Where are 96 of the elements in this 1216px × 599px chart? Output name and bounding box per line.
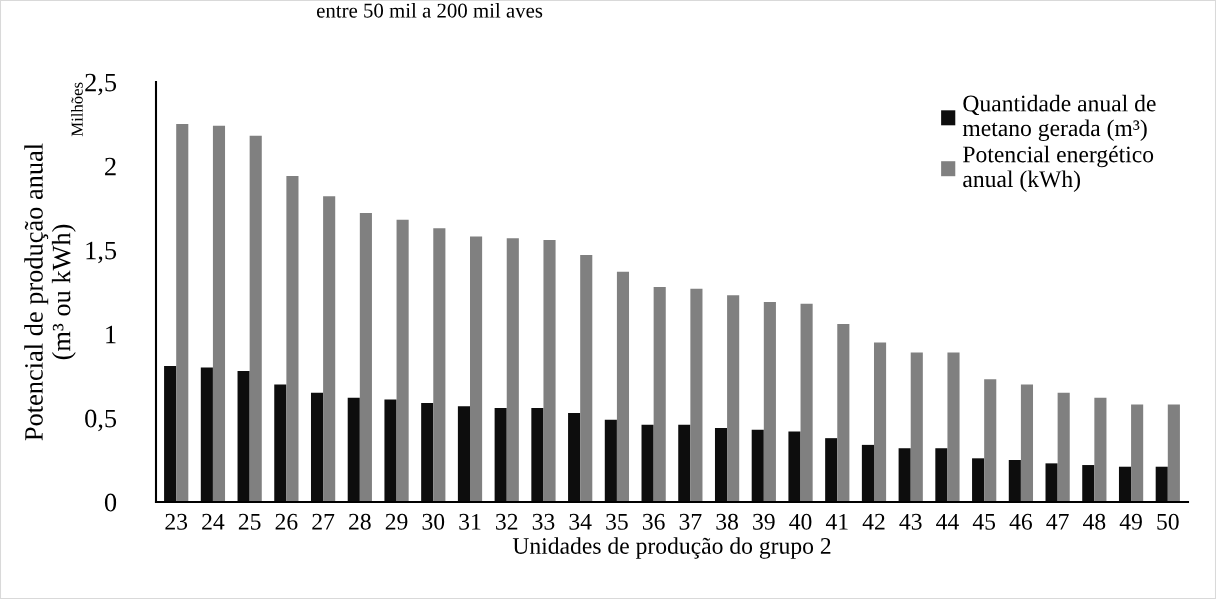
- y-tick-label: 2,5: [85, 73, 117, 96]
- y-tick-label: 2: [105, 157, 116, 176]
- bar: [323, 196, 336, 502]
- bar: [1045, 463, 1058, 502]
- bar: [678, 424, 691, 502]
- bar: [935, 448, 948, 502]
- bar: [396, 219, 409, 502]
- x-tick-label: 31: [459, 513, 481, 530]
- bar: [1020, 384, 1034, 502]
- bar: [237, 370, 250, 502]
- x-tick-label: 30: [422, 513, 445, 530]
- x-tick-label: 24: [202, 513, 225, 530]
- y-axis-title: Potencial de produção anual (m³ ou kWh): [24, 143, 76, 441]
- bar: [164, 365, 177, 502]
- x-tick-label: 35: [606, 513, 628, 530]
- bar: [176, 124, 189, 502]
- text: entre 50 mil a 200 mil aves: [316, 3, 543, 18]
- bar: [898, 448, 911, 502]
- x-tick-label: 49: [1119, 513, 1142, 530]
- x-tick-label: 40: [789, 513, 812, 530]
- bar: [212, 125, 226, 502]
- bar: [714, 428, 728, 502]
- x-tick-label: 42: [862, 513, 885, 530]
- bar: [506, 238, 519, 502]
- bar: [1094, 397, 1107, 502]
- bar: [531, 407, 544, 502]
- bar: [359, 213, 372, 502]
- bar: [457, 406, 471, 502]
- x-tick-label: 50: [1157, 513, 1179, 530]
- bar: [788, 431, 801, 502]
- bar: [580, 255, 593, 502]
- bar: [249, 135, 262, 502]
- bar: [604, 419, 617, 502]
- text: Milhões: [71, 82, 83, 137]
- legend-label: Quantidade anual de metano gerada (m³): [962, 94, 1156, 142]
- bar: [972, 458, 985, 502]
- bar: [1167, 404, 1180, 502]
- x-tick-label: 34: [569, 513, 592, 530]
- x-tick-label: 41: [825, 513, 848, 530]
- x-tick-label: 26: [275, 513, 298, 530]
- bar: [690, 288, 703, 502]
- x-tick-label: 47: [1046, 513, 1069, 530]
- y-tick-label: 0: [104, 493, 117, 512]
- x-tick-label: 37: [679, 513, 702, 530]
- x-tick-label: 44: [936, 513, 959, 530]
- x-tick-label: 45: [972, 513, 996, 530]
- bar: [568, 412, 581, 502]
- bar: [1131, 404, 1144, 502]
- bar: [800, 303, 813, 502]
- bar: [837, 323, 850, 502]
- x-tick-label: 36: [642, 513, 665, 530]
- x-tick-label: 38: [716, 513, 738, 530]
- bar: [825, 438, 838, 502]
- bar: [421, 402, 434, 502]
- bar: [1057, 392, 1070, 502]
- bar: [861, 444, 874, 502]
- bar: [1118, 466, 1132, 502]
- bar: [763, 302, 776, 502]
- x-tick-label: 43: [899, 513, 922, 530]
- bar: [200, 367, 213, 502]
- bar: [494, 407, 507, 502]
- bar: [286, 176, 299, 502]
- x-axis-title: Unidades de produção do grupo 2: [512, 537, 831, 559]
- bar: [727, 295, 740, 502]
- x-tick-label: 23: [165, 513, 188, 530]
- bar: [433, 228, 446, 502]
- y-tick-label: 1,5: [86, 241, 117, 264]
- x-tick-label: 33: [532, 513, 555, 530]
- y-tick-label: 1: [106, 325, 116, 344]
- bar: [384, 399, 397, 502]
- x-tick-label: 27: [312, 513, 335, 530]
- x-tick-label: 32: [496, 513, 518, 530]
- x-tick-label: 39: [753, 513, 775, 530]
- bar: [873, 342, 887, 502]
- x-tick-label: 28: [349, 513, 371, 530]
- bar: [751, 429, 764, 502]
- y-tick-label: 0,5: [85, 409, 117, 432]
- bar: [470, 236, 483, 502]
- bar: [1082, 465, 1095, 502]
- bar: [641, 424, 654, 502]
- x-tick-label: 25: [238, 513, 261, 530]
- bar: [1155, 466, 1168, 502]
- bar: [984, 379, 997, 502]
- bar: [653, 286, 666, 502]
- bar: [310, 392, 324, 502]
- x-tick-label: 29: [385, 513, 408, 530]
- bar: [274, 384, 287, 502]
- bar: [616, 271, 630, 502]
- bar: [1008, 460, 1021, 502]
- bar: [347, 397, 360, 502]
- x-tick-label: 48: [1083, 513, 1106, 530]
- x-tick-label: 46: [1009, 513, 1032, 530]
- bar: [947, 352, 960, 502]
- bar: [543, 239, 556, 502]
- legend-label: Potencial energético anual (kWh): [963, 145, 1154, 192]
- bar: [910, 352, 923, 502]
